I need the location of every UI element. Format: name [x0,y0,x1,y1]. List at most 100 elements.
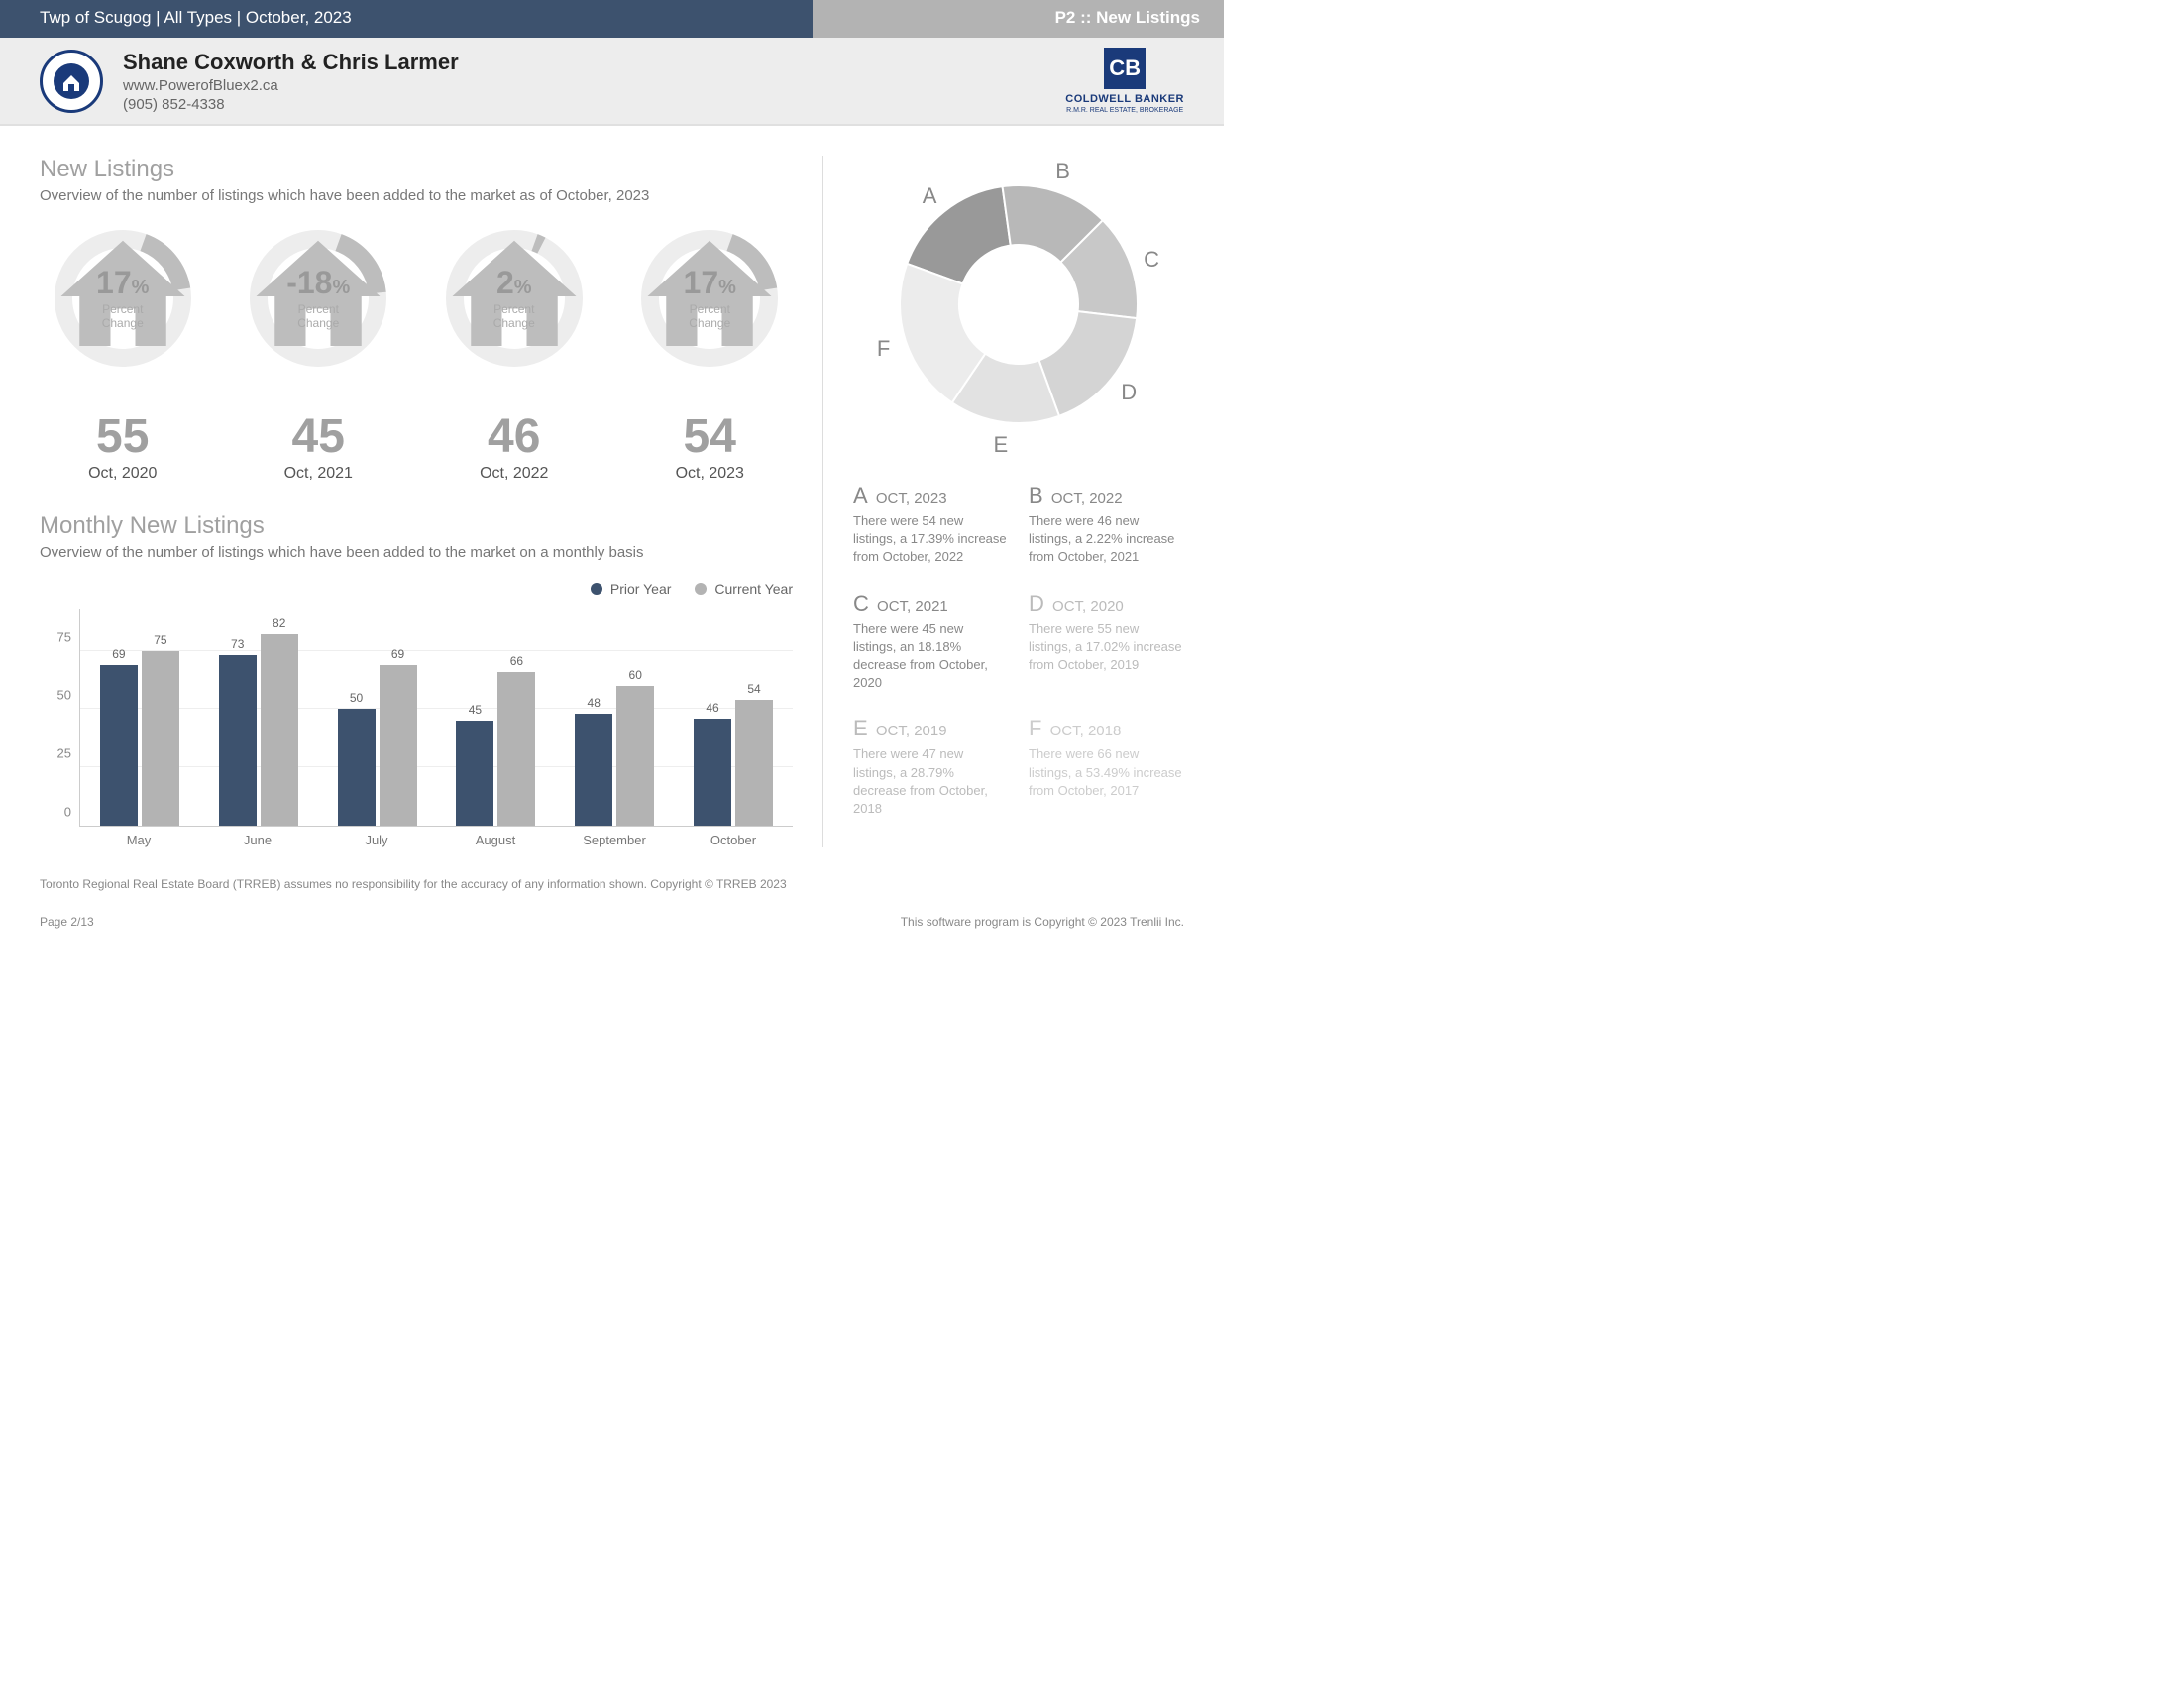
section1-sub: Overview of the number of listings which… [40,187,793,204]
legend-dot-current [695,583,707,595]
house-logo-icon [52,61,91,101]
annotation-text: There were 46 new listings, a 2.22% incr… [1029,512,1184,567]
bar-value-label: 69 [391,647,404,661]
annotation-text: There were 66 new listings, a 53.49% inc… [1029,745,1184,800]
annotation-title: E OCT, 2019 [853,716,1009,741]
gauge-2: 2% Percent Change [431,224,598,373]
y-tick: 50 [57,688,71,703]
bar-group-August: 45 66 [436,609,555,826]
annotation-text: There were 45 new listings, an 18.18% de… [853,620,1009,693]
yearly-item-0: 55 Oct, 2020 [40,413,206,483]
legend-prior-label: Prior Year [610,581,671,597]
bar-value-label: 50 [350,691,363,705]
bar-current: 66 [497,672,535,826]
yearly-value: 46 [431,413,598,461]
bar-current: 60 [616,686,654,826]
bar-value-label: 66 [510,654,523,668]
yearly-item-2: 46 Oct, 2022 [431,413,598,483]
annotation-text: There were 55 new listings, a 17.02% inc… [1029,620,1184,675]
bar-value-label: 69 [112,647,125,661]
annotation-A: A OCT, 2023 There were 54 new listings, … [853,483,1009,567]
legend-current-label: Current Year [714,581,793,597]
bar-group-July: 50 69 [318,609,437,826]
bar-group-June: 73 82 [199,609,318,826]
section2-title: Monthly New Listings [40,512,793,540]
bar-prior: 73 [219,655,257,826]
yearly-value: 55 [40,413,206,461]
annotation-title: F OCT, 2018 [1029,716,1184,741]
bar-value-label: 75 [154,633,166,647]
x-label: August [436,827,555,847]
donut-label-D: D [1121,380,1137,405]
bar-current: 75 [142,651,179,826]
disclaimer: Toronto Regional Real Estate Board (TRRE… [40,877,1184,891]
bar-current: 54 [735,700,773,826]
legend-prior: Prior Year [591,581,671,597]
agent-logo [40,50,103,113]
annotation-title: D OCT, 2020 [1029,591,1184,617]
software-copyright: This software program is Copyright © 202… [901,915,1184,929]
gauge-0: 17% Percent Change [40,224,206,373]
section1-title: New Listings [40,156,793,183]
header-bar: Shane Coxworth & Chris Larmer www.Powero… [0,38,1224,126]
bar-group-September: 48 60 [555,609,674,826]
gauge-label: Percent Change [85,302,160,330]
bar-value-label: 48 [588,696,601,710]
section2-sub: Overview of the number of listings which… [40,544,793,561]
bar-value-label: 54 [747,682,760,696]
legend-dot-prior [591,583,602,595]
bar-current: 69 [380,665,417,826]
topbar-title-left: Twp of Scugog | All Types | October, 202… [0,0,813,38]
top-bar: Twp of Scugog | All Types | October, 202… [0,0,1224,38]
yearly-value: 54 [627,413,794,461]
x-label: May [79,827,198,847]
bar-value-label: 46 [706,701,718,715]
annotations-grid: A OCT, 2023 There were 54 new listings, … [853,483,1184,818]
chart-legend: Prior Year Current Year [40,581,793,597]
bar-value-label: 60 [629,668,642,682]
agent-info: Shane Coxworth & Chris Larmer www.Powero… [123,50,1045,113]
donut-chart: ABCDEF [870,156,1167,453]
y-tick: 25 [57,746,71,761]
donut-label-C: C [1144,247,1159,273]
agent-phone: (905) 852-4338 [123,96,1045,113]
donut-label-B: B [1055,159,1070,184]
bar-group-May: 69 75 [80,609,199,826]
yearly-value: 45 [236,413,402,461]
footer: Toronto Regional Real Estate Board (TRRE… [0,867,1224,949]
agent-url: www.PowerofBluex2.ca [123,77,1045,94]
annotation-title: A OCT, 2023 [853,483,1009,508]
legend-current: Current Year [695,581,793,597]
annotation-text: There were 47 new listings, a 28.79% dec… [853,745,1009,818]
donut-label-F: F [877,336,890,362]
broker-mark-icon: CB [1104,48,1146,89]
x-label: September [555,827,674,847]
annotation-F: F OCT, 2018 There were 66 new listings, … [1029,716,1184,818]
bar-group-October: 46 54 [674,609,793,826]
gauge-value: 17% [85,267,160,298]
y-tick: 0 [64,805,71,820]
gauge-label: Percent Change [477,302,551,330]
y-tick: 75 [57,629,71,644]
broker-name: COLDWELL BANKER [1065,93,1184,105]
annotation-text: There were 54 new listings, a 17.39% inc… [853,512,1009,567]
chart-plot: 69 75 73 82 50 69 45 [79,609,793,827]
gauge-1: -18% Percent Change [236,224,402,373]
annotation-B: B OCT, 2022 There were 46 new listings, … [1029,483,1184,567]
bar-prior: 48 [575,714,612,826]
x-axis-labels: MayJuneJulyAugustSeptemberOctober [79,827,793,847]
annotation-D: D OCT, 2020 There were 55 new listings, … [1029,591,1184,693]
yearly-label: Oct, 2022 [431,465,598,483]
x-label: July [317,827,436,847]
donut-label-E: E [994,432,1009,458]
yearly-row: 55 Oct, 2020 45 Oct, 2021 46 Oct, 2022 5… [40,413,793,483]
y-axis: 0 25 50 75 [40,609,79,827]
gauge-row: 17% Percent Change -18% Percent Change [40,224,793,373]
agent-name: Shane Coxworth & Chris Larmer [123,50,1045,75]
yearly-item-1: 45 Oct, 2021 [236,413,402,483]
gauge-value: 17% [673,267,747,298]
broker-sub: R.M.R. REAL ESTATE, BROKERAGE [1065,107,1184,114]
annotation-title: B OCT, 2022 [1029,483,1184,508]
annotation-title: C OCT, 2021 [853,591,1009,617]
bar-prior: 69 [100,665,138,826]
